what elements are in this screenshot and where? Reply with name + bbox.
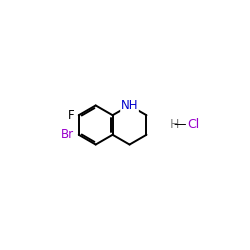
Text: NH: NH xyxy=(121,99,138,112)
Text: Br: Br xyxy=(61,128,74,141)
Text: —: — xyxy=(174,118,186,132)
Text: H: H xyxy=(170,118,179,132)
Text: F: F xyxy=(68,109,74,122)
Text: Cl: Cl xyxy=(187,118,200,132)
